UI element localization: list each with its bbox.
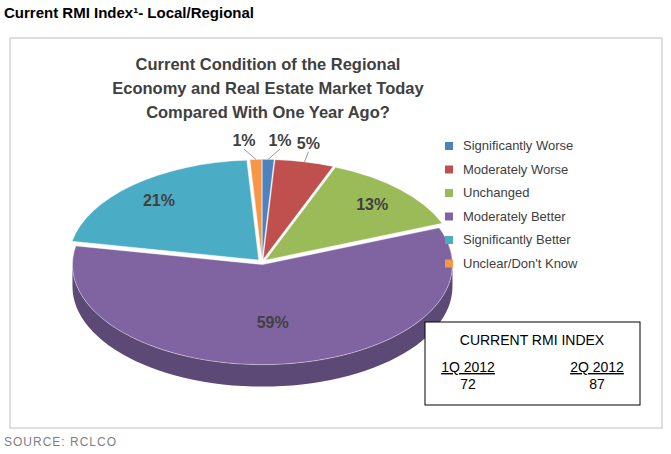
index-value: 72: [460, 376, 476, 392]
slice: [72, 228, 452, 365]
legend: Significantly Worse Moderately Worse Uncha…: [445, 138, 578, 271]
legend-label: Moderately Worse: [463, 162, 568, 177]
pie-marks: [72, 159, 452, 386]
leader-line: [268, 149, 280, 159]
chart-frame: [10, 38, 662, 428]
pie-tops: [72, 159, 452, 364]
legend-entry: Significantly Worse: [445, 138, 573, 153]
index-period: 1Q 2012: [441, 359, 495, 375]
legend-entry: Unclear/Don't Know: [445, 256, 578, 271]
legend-label: Significantly Better: [463, 232, 571, 247]
index-value: 87: [589, 376, 605, 392]
index-box-title: CURRENT RMI INDEX: [460, 332, 605, 348]
legend-entry: Moderately Worse: [445, 162, 568, 177]
legend-label: Significantly Worse: [463, 138, 573, 153]
legend-entry: Significantly Better: [445, 232, 571, 247]
data-label: 59%: [257, 314, 289, 331]
legend-swatch: [445, 166, 453, 174]
title-line: Compared With One Year Ago?: [146, 103, 390, 121]
leader-line: [305, 152, 309, 162]
index-box: CURRENT RMI INDEX 1Q 2012 2Q 2012 72 87: [425, 322, 640, 405]
data-label: 21%: [143, 192, 175, 209]
leader-line: [244, 149, 256, 159]
title-line: Current Condition of the Regional: [136, 55, 401, 73]
legend-entry: Unchanged: [445, 185, 530, 200]
chart-svg: Current RMI Index¹- Local/Regional Curren…: [0, 0, 671, 454]
data-label: 13%: [356, 196, 388, 213]
legend-swatch: [445, 260, 453, 268]
legend-label: Moderately Better: [463, 209, 566, 224]
source-note: SOURCE: RCLCO: [4, 435, 117, 449]
data-labels: 1% 5% 13% 59% 21% 1%: [143, 132, 388, 331]
legend-entry: Moderately Better: [445, 209, 566, 224]
legend-swatch: [445, 142, 453, 150]
legend-label: Unchanged: [463, 185, 530, 200]
chart-title: Current Condition of the Regional Economy…: [112, 55, 424, 121]
index-box-frame: [425, 322, 640, 405]
legend-swatch: [445, 189, 453, 197]
legend-swatch: [445, 236, 453, 244]
slice: [72, 160, 259, 260]
data-label: 1%: [268, 132, 291, 149]
legend-label: Unclear/Don't Know: [463, 256, 578, 271]
index-period: 2Q 2012: [570, 359, 624, 375]
page-header: Current RMI Index¹- Local/Regional: [4, 4, 254, 21]
slice: [250, 159, 262, 259]
title-line: Economy and Real Estate Market Today: [112, 79, 424, 97]
legend-swatch: [445, 213, 453, 221]
data-label: 5%: [297, 135, 320, 152]
data-label: 1%: [232, 132, 255, 149]
